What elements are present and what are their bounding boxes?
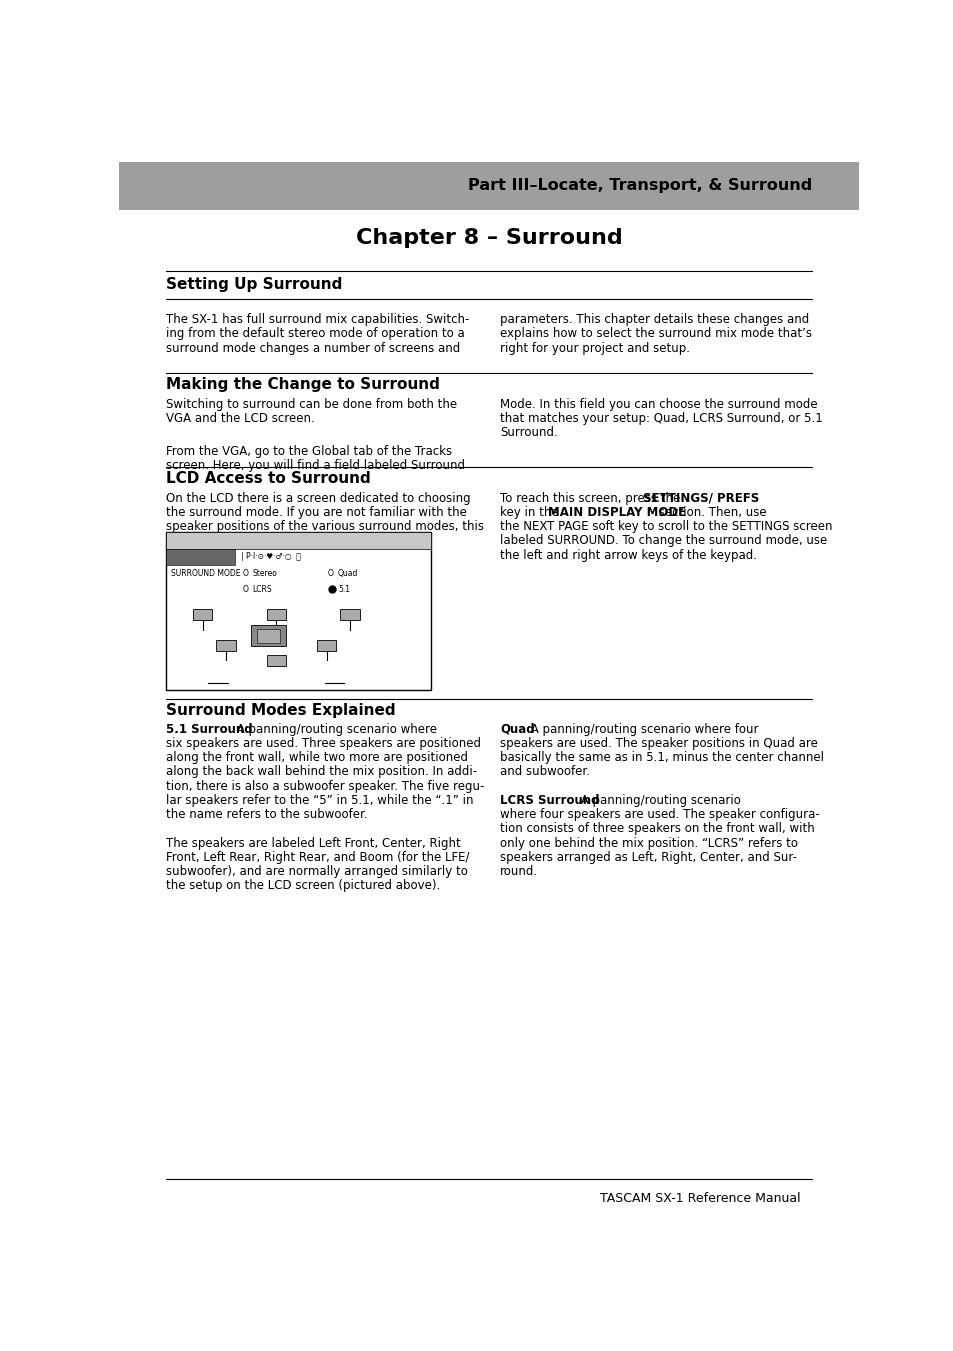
Text: along the front wall, while two more are positioned: along the front wall, while two more are… bbox=[166, 751, 467, 765]
Text: Front, Left Rear, Right Rear, and Boom (for the LFE/: Front, Left Rear, Right Rear, and Boom (… bbox=[166, 851, 469, 863]
Text: the surround mode. If you are not familiar with the: the surround mode. If you are not famili… bbox=[166, 505, 466, 519]
Bar bbox=[266, 609, 286, 620]
Text: screen. Here, you will find a field labeled Surround: screen. Here, you will find a field labe… bbox=[166, 459, 464, 471]
Text: the setup on the LCD screen (pictured above).: the setup on the LCD screen (pictured ab… bbox=[166, 880, 439, 893]
Text: labeled SURROUND. To change the surround mode, use: labeled SURROUND. To change the surround… bbox=[499, 535, 826, 547]
Text: Quad: Quad bbox=[499, 723, 534, 736]
Bar bbox=[251, 626, 286, 646]
Text: screen presents a helpful illustration.: screen presents a helpful illustration. bbox=[166, 535, 386, 547]
Bar bbox=[193, 609, 213, 620]
Text: surround mode changes a number of screens and: surround mode changes a number of screen… bbox=[166, 342, 459, 354]
Text: ing from the default stereo mode of operation to a: ing from the default stereo mode of oper… bbox=[166, 327, 464, 340]
Text: where four speakers are used. The speaker configura-: where four speakers are used. The speake… bbox=[499, 808, 819, 821]
Text: the NEXT PAGE soft key to scroll to the SETTINGS screen: the NEXT PAGE soft key to scroll to the … bbox=[499, 520, 832, 534]
Text: speakers arranged as Left, Right, Center, and Sur-: speakers arranged as Left, Right, Center… bbox=[499, 851, 796, 863]
Bar bbox=[166, 532, 431, 549]
Text: O: O bbox=[242, 585, 248, 594]
Text: section. Then, use: section. Then, use bbox=[655, 505, 766, 519]
Text: Surround Modes Explained: Surround Modes Explained bbox=[166, 703, 395, 717]
Text: parameters. This chapter details these changes and: parameters. This chapter details these c… bbox=[499, 313, 808, 326]
Text: speakers are used. The speaker positions in Quad are: speakers are used. The speaker positions… bbox=[499, 736, 817, 750]
Text: O: O bbox=[242, 569, 248, 578]
Text: Making the Change to Surround: Making the Change to Surround bbox=[166, 377, 439, 392]
Text: basically the same as in 5.1, minus the center channel: basically the same as in 5.1, minus the … bbox=[499, 751, 823, 765]
Text: The SX-1 has full surround mix capabilities. Switch-: The SX-1 has full surround mix capabilit… bbox=[166, 313, 469, 326]
Text: LCRS: LCRS bbox=[253, 585, 272, 594]
Bar bbox=[340, 609, 359, 620]
Text: TASCAM SX-1 Reference Manual: TASCAM SX-1 Reference Manual bbox=[599, 1193, 803, 1205]
Text: subwoofer), and are normally arranged similarly to: subwoofer), and are normally arranged si… bbox=[166, 865, 467, 878]
Bar bbox=[119, 162, 858, 209]
Text: six speakers are used. Three speakers are positioned: six speakers are used. Three speakers ar… bbox=[166, 736, 480, 750]
Text: that matches your setup: Quad, LCRS Surround, or 5.1: that matches your setup: Quad, LCRS Surr… bbox=[499, 412, 821, 426]
Text: the left and right arrow keys of the keypad.: the left and right arrow keys of the key… bbox=[499, 549, 757, 562]
Text: A panning/routing scenario: A panning/routing scenario bbox=[577, 794, 740, 807]
Text: key in the: key in the bbox=[499, 505, 562, 519]
Text: On the LCD there is a screen dedicated to choosing: On the LCD there is a screen dedicated t… bbox=[166, 492, 470, 505]
Text: speaker positions of the various surround modes, this: speaker positions of the various surroun… bbox=[166, 520, 483, 534]
Text: Surround.: Surround. bbox=[499, 426, 558, 439]
Text: explains how to select the surround mix mode that’s: explains how to select the surround mix … bbox=[499, 327, 811, 340]
Text: SETTINGS: SETTINGS bbox=[382, 536, 426, 544]
Text: right for your project and setup.: right for your project and setup. bbox=[499, 342, 689, 354]
Text: MAIN DISPLAY MODE: MAIN DISPLAY MODE bbox=[548, 505, 686, 519]
Bar bbox=[316, 639, 336, 651]
Text: Part III–Locate, Transport, & Surround: Part III–Locate, Transport, & Surround bbox=[467, 178, 811, 193]
Bar bbox=[166, 532, 431, 689]
Bar bbox=[166, 549, 234, 565]
Text: Mode. In this field you can choose the surround mode: Mode. In this field you can choose the s… bbox=[499, 397, 817, 411]
Text: To reach this screen, press the: To reach this screen, press the bbox=[499, 492, 683, 505]
Text: tion, there is also a subwoofer speaker. The five regu-: tion, there is also a subwoofer speaker.… bbox=[166, 780, 484, 793]
Text: along the back wall behind the mix position. In addi-: along the back wall behind the mix posit… bbox=[166, 766, 476, 778]
Text: VGA and the LCD screen.: VGA and the LCD screen. bbox=[166, 412, 314, 426]
Text: LCRS Surround: LCRS Surround bbox=[499, 794, 598, 807]
Text: SURROUND MODE: SURROUND MODE bbox=[172, 569, 240, 578]
Text: A panning/routing scenario where four: A panning/routing scenario where four bbox=[526, 723, 758, 736]
Text: | P·I·⊙·♥·♂·○  ⓘ: | P·I·⊙·♥·♂·○ ⓘ bbox=[241, 553, 300, 562]
Bar bbox=[266, 655, 286, 666]
Text: Stereo: Stereo bbox=[253, 569, 277, 578]
Text: Quad: Quad bbox=[337, 569, 358, 578]
Text: The speakers are labeled Left Front, Center, Right: The speakers are labeled Left Front, Cen… bbox=[166, 836, 460, 850]
Text: Everybody 1a: Everybody 1a bbox=[253, 536, 315, 544]
Text: tion consists of three speakers on the front wall, with: tion consists of three speakers on the f… bbox=[499, 823, 814, 835]
Text: lar speakers refer to the “5” in 5.1, while the “.1” in: lar speakers refer to the “5” in 5.1, wh… bbox=[166, 794, 473, 807]
Text: Switching to surround can be done from both the: Switching to surround can be done from b… bbox=[166, 397, 456, 411]
Text: SURROUND: SURROUND bbox=[173, 553, 227, 562]
Text: round.: round. bbox=[499, 865, 537, 878]
Text: LCD Access to Surround: LCD Access to Surround bbox=[166, 471, 370, 486]
Text: and subwoofer.: and subwoofer. bbox=[499, 766, 589, 778]
Bar bbox=[216, 639, 235, 651]
Bar bbox=[256, 628, 279, 643]
Text: the name refers to the subwoofer.: the name refers to the subwoofer. bbox=[166, 808, 367, 821]
Text: SETTINGS/ PREFS: SETTINGS/ PREFS bbox=[642, 492, 758, 505]
Text: only one behind the mix position. “LCRS” refers to: only one behind the mix position. “LCRS”… bbox=[499, 836, 797, 850]
Text: 5.1 Surround: 5.1 Surround bbox=[166, 723, 253, 736]
Text: Setting Up Surround: Setting Up Surround bbox=[166, 277, 342, 292]
Text: From the VGA, go to the Global tab of the Tracks: From the VGA, go to the Global tab of th… bbox=[166, 444, 452, 458]
Text: A panning/routing scenario where: A panning/routing scenario where bbox=[233, 723, 436, 736]
Text: 5.1: 5.1 bbox=[337, 585, 350, 594]
Text: O: O bbox=[328, 569, 334, 578]
Text: Chapter 8 – Surround: Chapter 8 – Surround bbox=[355, 227, 621, 247]
Text: Chan 16: Chan 16 bbox=[172, 536, 210, 544]
